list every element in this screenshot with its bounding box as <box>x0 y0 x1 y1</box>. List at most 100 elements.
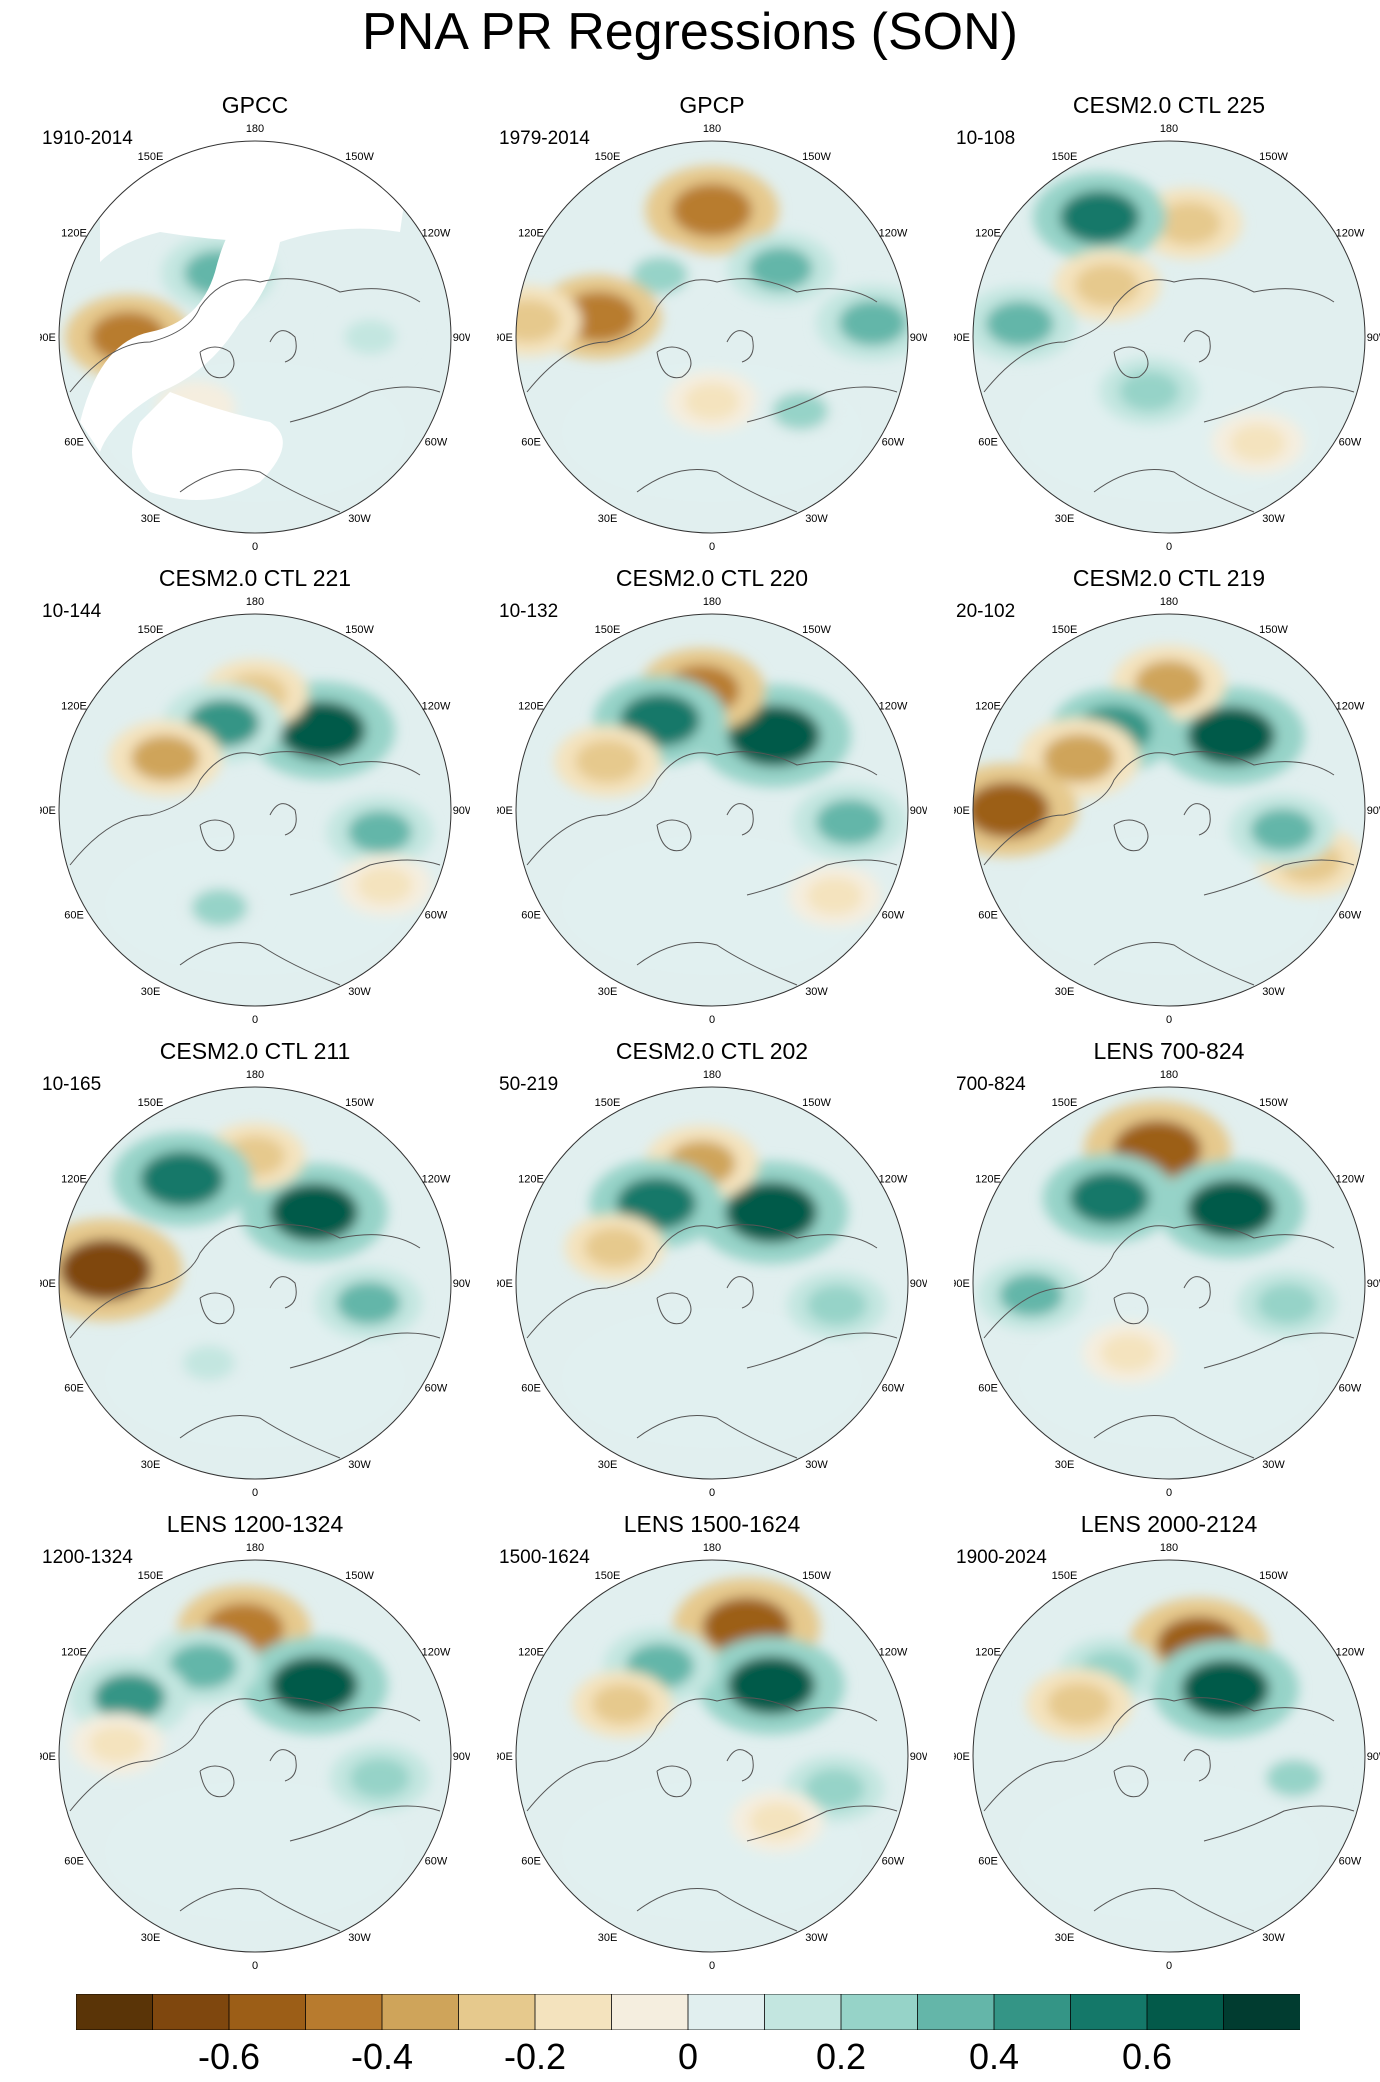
longitude-label: 90W <box>453 1751 470 1763</box>
longitude-label: 90W <box>1367 332 1380 344</box>
longitude-label: 30E <box>598 986 618 998</box>
anomaly-core <box>999 1273 1064 1317</box>
colorbar <box>76 1994 1300 2030</box>
longitude-label: 180 <box>703 596 721 608</box>
longitude-label: 150W <box>345 151 374 163</box>
longitude-label: 120E <box>61 1647 87 1659</box>
longitude-label: 30W <box>805 986 828 998</box>
longitude-label: 60E <box>64 437 84 449</box>
longitude-label: 60E <box>64 1856 84 1868</box>
map-border <box>515 1559 909 1953</box>
panel-title: CESM2.0 CTL 202 <box>615 1038 809 1064</box>
polar-map: 180 150E 120E 90E 60E 30E 0 30W 60W 90W 120W 150W <box>954 1069 1380 1499</box>
longitude-label: 0 <box>252 541 258 553</box>
polar-map: 180 150E 120E 90E 60E 30E 0 30W 60W 90W 120W 150W <box>954 1542 1380 1972</box>
panel-period: 1910-2014 <box>42 128 133 149</box>
longitude-label: 60W <box>882 1856 905 1868</box>
longitude-label: 90E <box>497 1751 513 1763</box>
longitude-label: 90W <box>910 1278 927 1290</box>
anomaly-core <box>973 781 1050 839</box>
longitude-label: 180 <box>246 596 264 608</box>
longitude-label: 0 <box>1166 1487 1172 1499</box>
anomaly-core <box>336 1281 401 1325</box>
longitude-label: 90W <box>910 1751 927 1763</box>
anomaly-core <box>1135 660 1203 706</box>
longitude-label: 90W <box>453 1278 470 1290</box>
anomaly-core <box>772 392 829 430</box>
longitude-label: 120E <box>518 228 544 240</box>
map-panel: 180 150E 120E 90E 60E 30E 0 30W 60W 90W 120W 150W CE… <box>497 1038 927 1508</box>
longitude-label: 180 <box>1160 596 1178 608</box>
longitude-label: 60W <box>882 1383 905 1395</box>
longitude-label: 150W <box>1259 1570 1288 1582</box>
longitude-label: 150E <box>1052 151 1078 163</box>
panel-title: CESM2.0 CTL 211 <box>159 1038 351 1064</box>
map-panel: 180 150E 120E 90E 60E 30E 0 30W 60W 90W 120W 150W LE… <box>954 1511 1380 1981</box>
anomaly-core <box>347 810 412 854</box>
polar-map: 180 150E 120E 90E 60E 30E 0 30W 60W 90W 120W 150W <box>497 596 927 1026</box>
panel-title: LENS 1500-1624 <box>623 1511 801 1537</box>
panel-period: 1200-1324 <box>42 1547 133 1568</box>
longitude-label: 0 <box>709 541 715 553</box>
longitude-label: 30E <box>1055 1932 1075 1944</box>
longitude-label: 60W <box>1339 1856 1362 1868</box>
longitude-label: 60W <box>882 910 905 922</box>
longitude-label: 120E <box>518 701 544 713</box>
colorbar-swatch <box>228 1994 307 2030</box>
anomaly-core <box>1250 808 1315 852</box>
longitude-label: 60E <box>978 910 998 922</box>
longitude-label: 120E <box>975 1647 1001 1659</box>
polar-map: 180 150E 120E 90E 60E 30E 0 30W 60W 90W 120W 150W <box>497 1542 927 1972</box>
longitude-label: 0 <box>252 1487 258 1499</box>
longitude-label: 30W <box>348 1932 371 1944</box>
longitude-label: 60W <box>425 1383 448 1395</box>
map-border <box>58 613 452 1007</box>
longitude-label: 150W <box>802 1097 831 1109</box>
anomaly-core <box>349 1758 410 1798</box>
anomaly-core <box>344 319 397 355</box>
coastline <box>983 1224 1355 1459</box>
longitude-label: 120W <box>879 701 908 713</box>
panel-period: 10-144 <box>42 601 102 622</box>
map-panel: 180 150E 120E 90E 60E 30E 0 30W 60W 90W 120W 150W CE… <box>40 1038 470 1508</box>
colorbar-swatch <box>534 1994 613 2030</box>
colorbar-swatch <box>381 1994 460 2030</box>
polar-map: 180 150E 120E 90E 60E 30E 0 30W 60W 90W 120W 150W <box>954 123 1380 553</box>
anomaly-core <box>728 705 821 767</box>
longitude-label: 150W <box>1259 1097 1288 1109</box>
colorbar-tick-label: 0.6 <box>1121 2036 1173 2077</box>
longitude-label: 90E <box>954 1278 970 1290</box>
panel-period: 20-102 <box>956 601 1016 622</box>
anomaly-core <box>985 301 1054 347</box>
longitude-label: 60W <box>1339 1383 1362 1395</box>
coastline <box>69 751 441 986</box>
panel-title: CESM2.0 CTL 220 <box>615 565 809 591</box>
anomaly-core <box>93 1673 166 1722</box>
longitude-label: 150W <box>1259 624 1288 636</box>
coastline <box>526 751 898 986</box>
coastline <box>983 278 1355 513</box>
anomaly-core <box>632 256 689 294</box>
longitude-label: 150E <box>595 1570 621 1582</box>
longitude-label: 150E <box>138 624 164 636</box>
longitude-label: 30W <box>348 986 371 998</box>
longitude-label: 120E <box>61 228 87 240</box>
anomaly-core <box>1230 424 1286 462</box>
anomaly-core <box>806 877 863 915</box>
longitude-label: 120E <box>61 1174 87 1186</box>
map-border <box>58 1086 452 1480</box>
colorbar-swatch <box>1223 1994 1300 2030</box>
coastline <box>69 1697 441 1932</box>
longitude-label: 60W <box>882 437 905 449</box>
longitude-label: 30W <box>805 513 828 525</box>
anomaly-core <box>191 888 248 927</box>
map-panel: 180 150E 120E 90E 60E 30E 0 30W 60W 90W 120W 150W CE… <box>954 565 1380 1035</box>
anomaly-core <box>270 1655 359 1715</box>
longitude-label: 120E <box>518 1647 544 1659</box>
longitude-label: 0 <box>252 1960 258 1972</box>
anomaly-core <box>1257 1283 1318 1324</box>
longitude-label: 30W <box>348 513 371 525</box>
polar-map: 180 150E 120E 90E 60E 30E 0 30W 60W 90W 120W 150W <box>40 1069 470 1499</box>
longitude-label: 120W <box>1336 228 1365 240</box>
longitude-label: 120W <box>422 228 451 240</box>
